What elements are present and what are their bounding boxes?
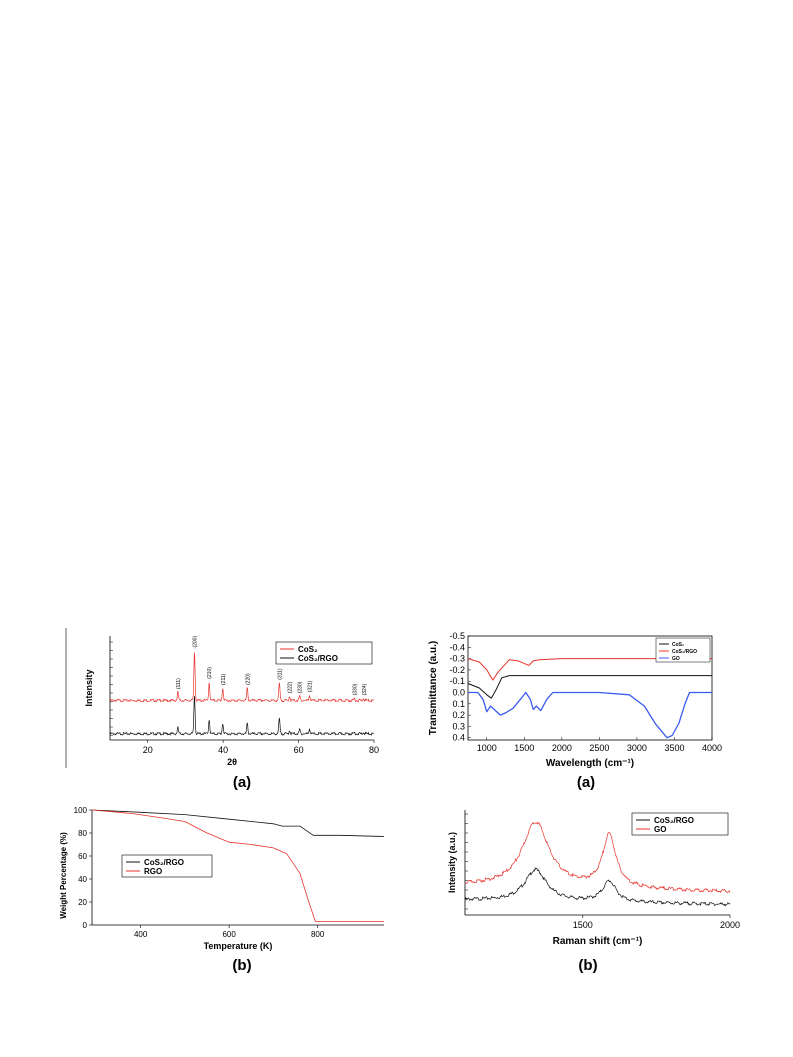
legend-entry: GO xyxy=(654,825,666,834)
y-tick-label: -0.1 xyxy=(449,676,465,686)
y-tick-label: 0.1 xyxy=(452,699,465,709)
y-tick-label: -0.2 xyxy=(449,665,465,675)
y-tick-label: -0.3 xyxy=(449,654,465,664)
y-axis-title: Transmittance (a.u.) xyxy=(428,641,439,735)
peak-label: (220) xyxy=(245,673,251,685)
legend-entry: CoS₂ xyxy=(298,645,318,654)
xrd-chart: 20 40 60 80 2θ Intensity (111) (200) (210) (211) (… xyxy=(62,628,382,768)
legend-entry: RGO xyxy=(144,867,162,876)
ftir-series-line-0 xyxy=(467,675,712,699)
ftir-series-line-2 xyxy=(468,691,712,739)
y-tick-label: 0 xyxy=(83,921,88,930)
x-axis-title: Wavelength (cm⁻¹) xyxy=(546,758,634,769)
peak-label: (330) xyxy=(352,683,358,695)
legend-entry: CoS₂/RGO xyxy=(144,858,184,867)
y-tick-label: 0.3 xyxy=(452,721,465,731)
y-tick-label: 0.2 xyxy=(452,710,465,720)
y-axis-title: Intensity (a.u.) xyxy=(447,832,457,893)
peak-label: (324) xyxy=(362,683,368,695)
legend-box xyxy=(121,854,213,878)
peak-label: (111) xyxy=(176,678,182,689)
ftir-chart: -0.5 -0.4 -0.3 -0.2 -0.1 0.0 0.1 0.2 0.3 0.4 1000 1… xyxy=(420,628,722,773)
raman-caption: (b) xyxy=(578,957,598,974)
x-tick-label: 400 xyxy=(134,930,148,939)
tga-series-line-0 xyxy=(91,809,385,837)
y-tick-label: 20 xyxy=(78,898,87,907)
legend-entry: CoS₂ xyxy=(672,642,684,648)
x-axis-title: Temperature (K) xyxy=(204,941,273,951)
y-axis-title: Weight Percentage (%) xyxy=(59,832,68,919)
x-tick-label: 2500 xyxy=(589,743,609,753)
legend-entry: GO xyxy=(672,656,680,662)
legend-entry: CoS₂/RGO xyxy=(672,649,697,655)
xrd-caption: (a) xyxy=(232,774,252,791)
x-tick-label: 3000 xyxy=(627,743,647,753)
y-tick-label: 0.4 xyxy=(452,733,465,743)
peak-label: (311) xyxy=(277,668,283,680)
ftir-chart-svg: -0.5-0.4 -0.3-0.2-0.1 0.00.10.20.3 0.4 1000 1… xyxy=(428,631,722,769)
y-tick-label: 40 xyxy=(78,875,87,884)
peak-label: (230) xyxy=(298,681,304,693)
y-axis-title: Intensity xyxy=(84,669,94,706)
x-axis-title: Raman shift (cm⁻¹) xyxy=(553,936,643,947)
x-tick-label: 1500 xyxy=(573,920,593,930)
raman-chart-svg: 1500 2000 Raman shift (cm⁻¹) Intensity (a.u… xyxy=(447,810,740,947)
x-tick-label: 600 xyxy=(222,930,236,939)
tga-caption: (b) xyxy=(232,957,252,974)
x-tick-label: 800 xyxy=(311,930,325,939)
x-tick-label: 4000 xyxy=(702,743,722,753)
xrd-series-line-0 xyxy=(109,652,375,703)
raman-series-line-0 xyxy=(464,867,731,907)
xrd-chart-svg: 20 40 60 80 2θ Intensity (111) (200) (210) (211) (… xyxy=(65,628,379,768)
tga-series-line-1 xyxy=(91,809,384,922)
plot-frame xyxy=(467,635,713,741)
peak-label: (222) xyxy=(288,681,294,693)
y-tick-label: 80 xyxy=(78,829,87,838)
y-tick-label: -0.5 xyxy=(449,631,465,641)
x-tick-label: 2000 xyxy=(552,743,572,753)
y-tick-label: 100 xyxy=(74,806,88,815)
tga-chart-svg: 0 20 40 60 80 100 400 600 800 Temperature (K) Weig… xyxy=(59,806,385,951)
peak-label: (321) xyxy=(308,680,314,692)
ftir-series-line-1 xyxy=(467,658,712,681)
x-tick-label: 2000 xyxy=(720,920,740,930)
x-tick-label: 1000 xyxy=(477,743,497,753)
x-tick-label: 3500 xyxy=(664,743,684,753)
xrd-series-line-1 xyxy=(109,695,375,737)
peak-label: (200) xyxy=(192,636,198,648)
ftir-caption: (a) xyxy=(576,774,596,791)
tga-chart: 0 20 40 60 80 100 400 600 800 Temperature (K) Weig… xyxy=(59,805,387,955)
x-tick-label: 20 xyxy=(143,745,153,755)
raman-chart: 1500 2000 Raman shift (cm⁻¹) Intensity (a.u… xyxy=(420,805,740,955)
peak-label: (211) xyxy=(221,673,227,685)
x-tick-label: 80 xyxy=(369,745,379,755)
y-tick-label: 60 xyxy=(78,852,87,861)
legend-box xyxy=(275,641,373,665)
legend-box xyxy=(631,812,729,836)
x-tick-label: 40 xyxy=(218,745,228,755)
x-tick-label: 60 xyxy=(294,745,304,755)
y-tick-label: -0.4 xyxy=(449,642,465,652)
y-tick-label: 0.0 xyxy=(452,688,465,698)
x-tick-label: 1500 xyxy=(514,743,534,753)
legend-entry: CoS₂/RGO xyxy=(298,654,338,663)
peak-label: (210) xyxy=(207,667,213,679)
x-axis-title: 2θ xyxy=(227,757,237,767)
raman-series-line-1 xyxy=(464,821,731,894)
legend-entry: CoS₂/RGO xyxy=(654,816,694,825)
